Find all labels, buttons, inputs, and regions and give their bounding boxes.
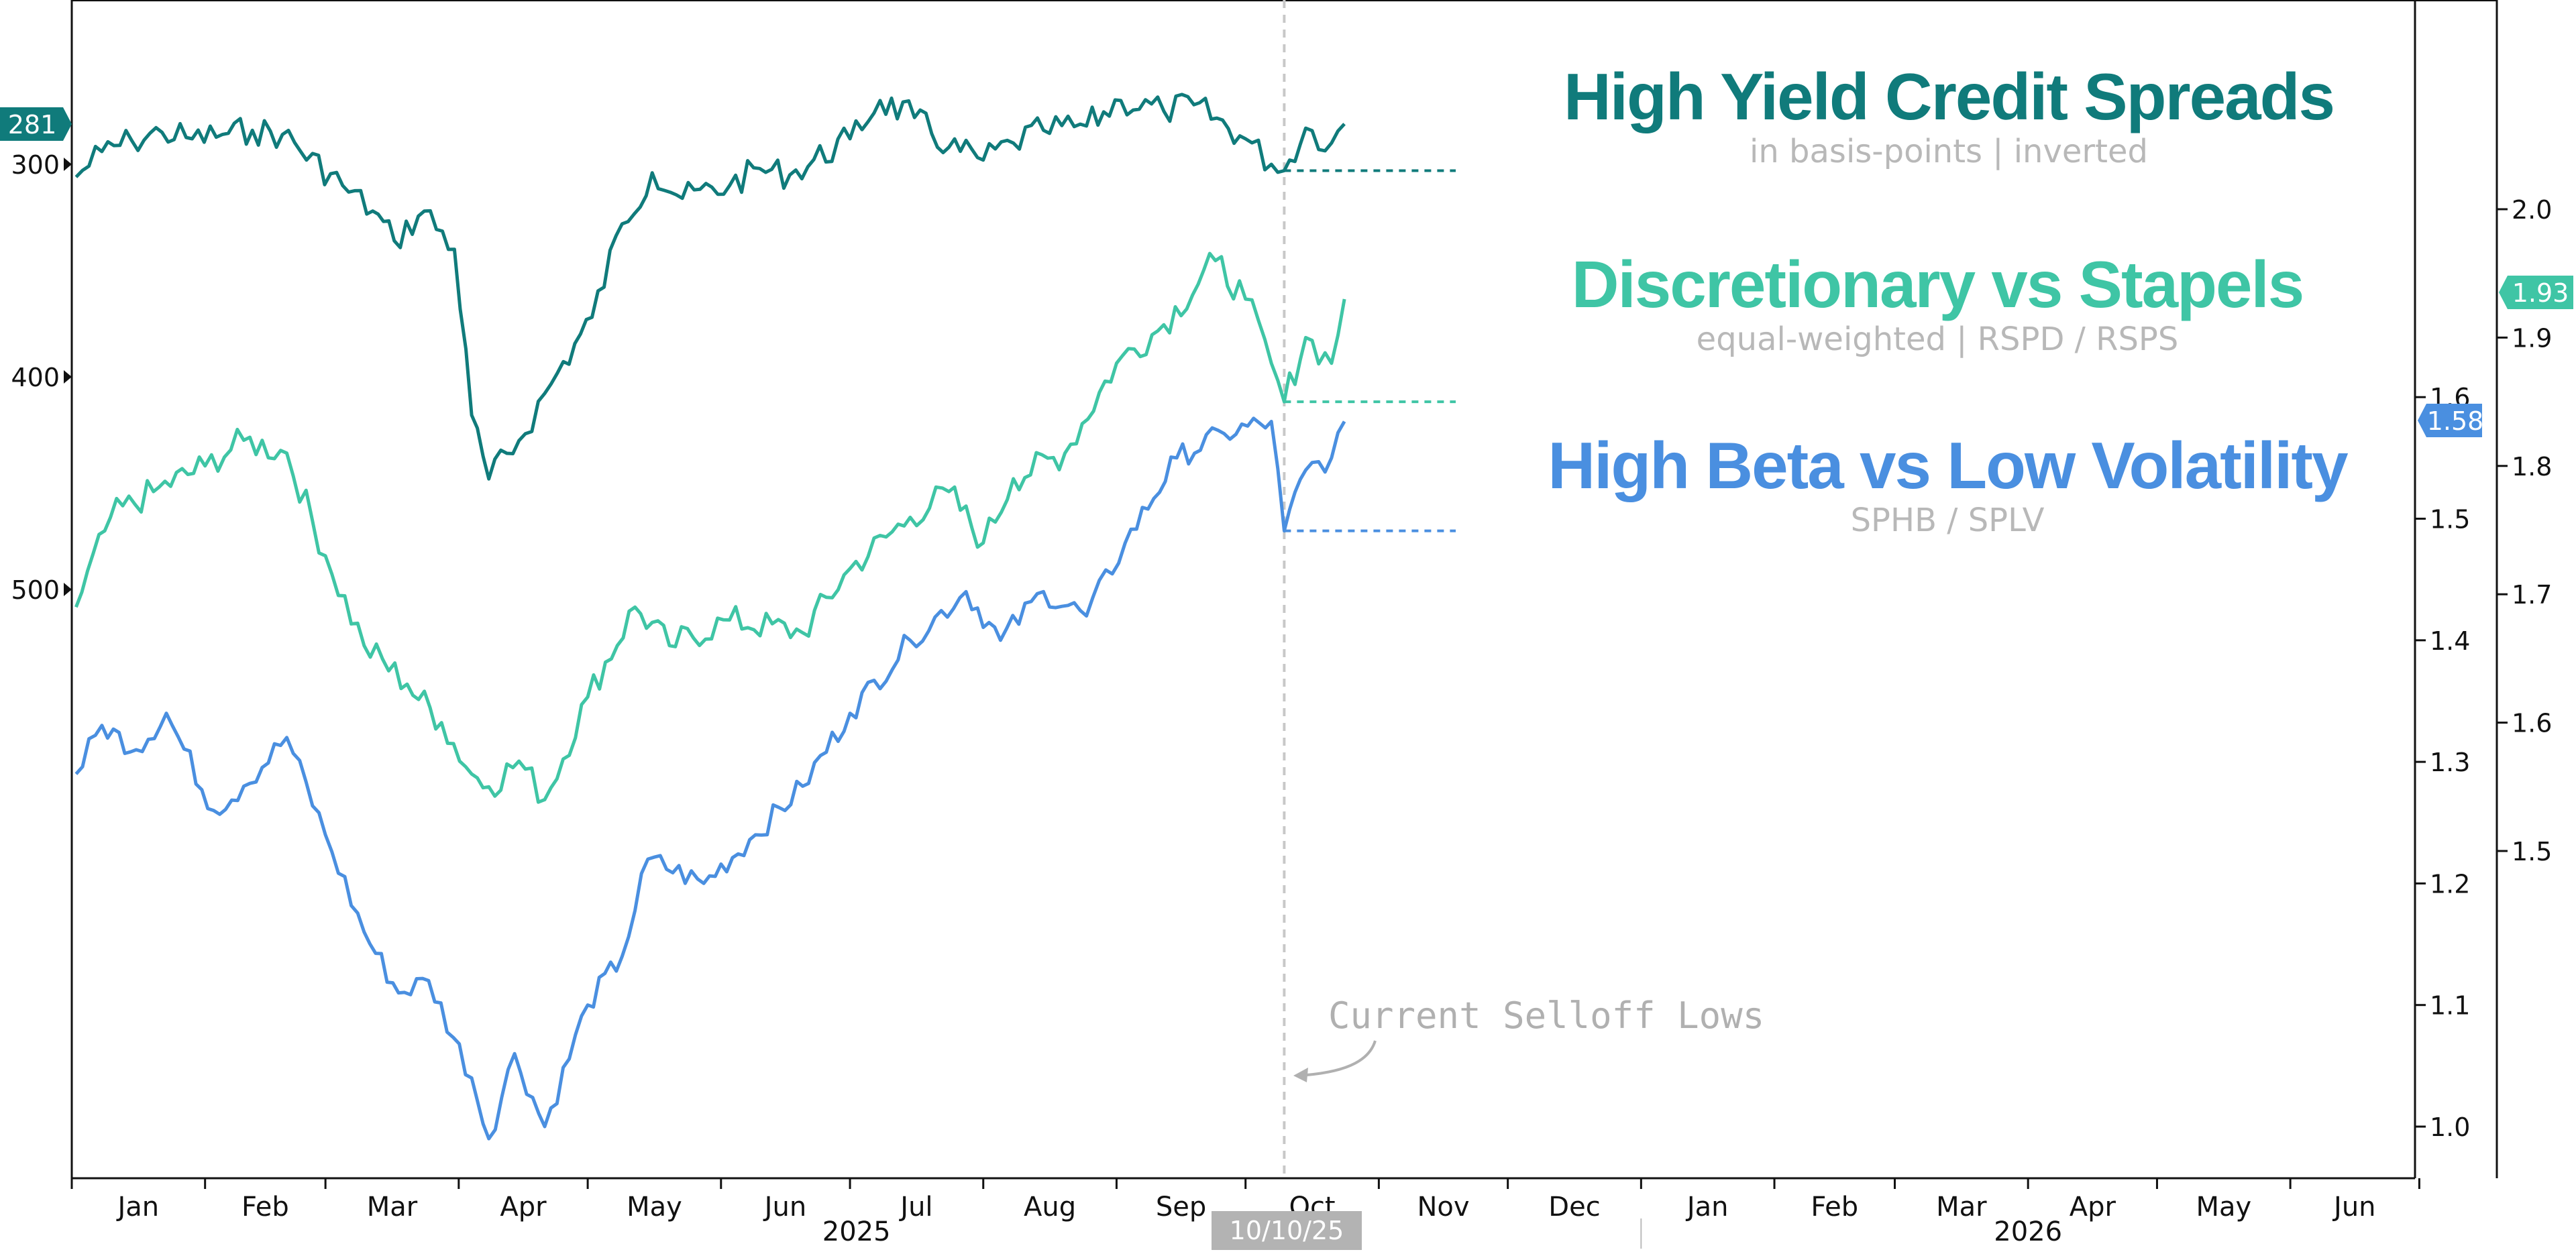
beta-title: High Beta vs Low Volatility — [1548, 429, 2348, 502]
beta-subtitle: SPHB / SPLV — [1851, 502, 2045, 539]
x-month-label: Jun — [2332, 1192, 2376, 1222]
annotation-arrow — [1297, 1040, 1377, 1077]
x-month-label: Mar — [1936, 1192, 1987, 1222]
x-month-label: Aug — [1024, 1192, 1076, 1222]
x-month-label: Dec — [1548, 1192, 1600, 1222]
selloff-low-levels — [1284, 169, 1456, 532]
x-month-label: Jan — [116, 1192, 160, 1222]
left-tick-label: 400 — [11, 363, 60, 392]
mid-tick-label: 1.4 — [2430, 626, 2470, 656]
hy-title: High Yield Credit Spreads — [1564, 60, 2334, 133]
x-axis-ticks — [70, 1178, 2420, 1249]
right-tick-label: 1.9 — [2512, 323, 2552, 353]
left-tick-marker — [64, 158, 72, 171]
x-month-label: Apr — [500, 1192, 547, 1222]
x-axis-labels: Jan Feb Mar Apr May Jun Jul Aug Sep Oct Nov Dec Jan F… — [116, 1192, 2376, 1247]
annotation-text: Current Selloff Lows — [1328, 994, 1764, 1037]
series-lines — [74, 93, 1346, 1141]
right-tick-label: 1.7 — [2512, 580, 2552, 610]
svg-text:281: 281 — [8, 110, 57, 139]
x-month-label: Feb — [1811, 1192, 1858, 1222]
beta-line — [74, 416, 1346, 1141]
mid-tick-label: 1.5 — [2430, 505, 2470, 534]
beta-last-value-tag: 1.58 — [2418, 404, 2483, 437]
mid-tick-label: 1.0 — [2430, 1113, 2470, 1142]
year-label: 2026 — [1994, 1216, 2062, 1247]
left-axis: 300 400 500 — [11, 150, 72, 605]
right-axis: 1.5 1.6 1.7 1.8 1.9 2.0 — [2497, 195, 2552, 866]
x-month-label: Sep — [1156, 1192, 1206, 1222]
left-tick-label: 500 — [11, 575, 60, 605]
x-month-label: May — [2196, 1192, 2251, 1222]
disc-line — [74, 251, 1346, 804]
x-month-label: Jan — [1685, 1192, 1729, 1222]
x-month-label: May — [627, 1192, 682, 1222]
hy-line — [74, 93, 1346, 481]
right-tick-label: 1.6 — [2512, 709, 2552, 738]
x-month-label: Mar — [367, 1192, 418, 1222]
x-month-label: Jun — [763, 1192, 807, 1222]
svg-text:1.93: 1.93 — [2512, 278, 2569, 308]
left-tick-marker — [64, 370, 72, 384]
right-tick-label: 2.0 — [2512, 195, 2552, 225]
disc-subtitle: equal-weighted | RSPD / RSPS — [1697, 321, 2179, 358]
mid-tick-label: 1.2 — [2430, 869, 2470, 899]
disc-title: Discretionary vs Stapels — [1572, 247, 2303, 321]
annotation-arrowhead — [1293, 1068, 1308, 1082]
left-tick-marker — [64, 583, 72, 596]
hy-subtitle: in basis-points | inverted — [1750, 133, 2148, 170]
x-month-label: Nov — [1417, 1192, 1469, 1222]
x-month-label: Apr — [2070, 1192, 2116, 1222]
selloff-date-tag: 10/10/25 — [1212, 1211, 1362, 1250]
middle-axis: 1.01.11.21.31.41.51.6 — [2415, 383, 2470, 1142]
hy-last-value-tag: 281 — [0, 107, 72, 141]
right-tick-label: 1.8 — [2512, 452, 2552, 481]
disc-last-value-tag: 1.93 — [2499, 276, 2573, 309]
mid-tick-label: 1.1 — [2430, 991, 2470, 1021]
mid-tick-label: 1.3 — [2430, 748, 2470, 777]
left-tick-label: 300 — [11, 150, 60, 180]
x-month-label: Feb — [241, 1192, 289, 1222]
year-label: 2025 — [822, 1216, 891, 1247]
svg-text:10/10/25: 10/10/25 — [1230, 1216, 1344, 1245]
svg-text:1.58: 1.58 — [2427, 406, 2484, 436]
right-tick-label: 1.5 — [2512, 837, 2552, 866]
x-month-label: Jul — [898, 1192, 932, 1222]
